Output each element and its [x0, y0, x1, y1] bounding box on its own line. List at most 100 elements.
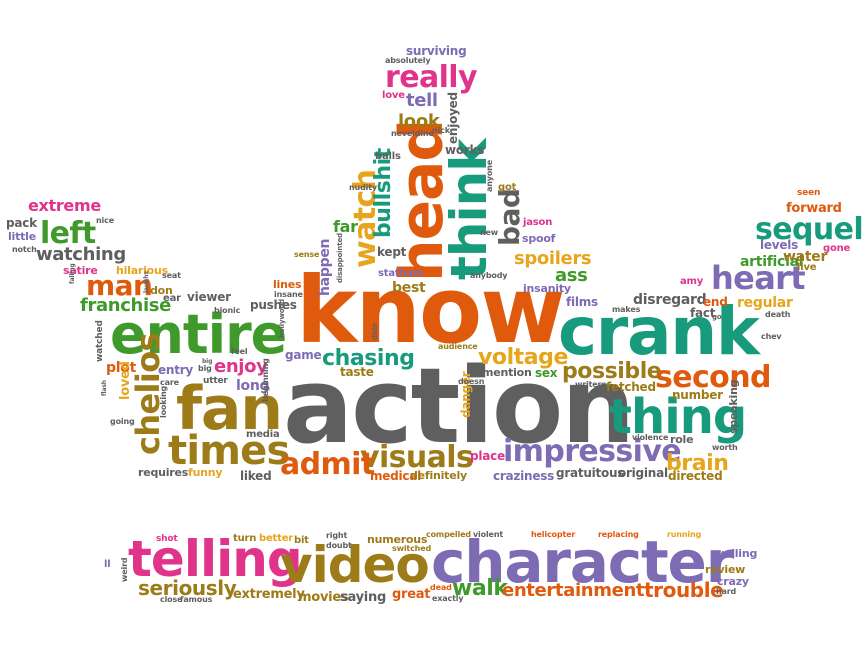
- word-right: right: [326, 531, 348, 540]
- word-anyone: anyone: [485, 160, 494, 192]
- word-doubt: doubt: [326, 541, 352, 550]
- word-crazy: crazy: [717, 575, 749, 588]
- word-utter: utter: [203, 376, 228, 386]
- word-works: works: [445, 143, 485, 157]
- word-definitely: definitely: [410, 469, 467, 482]
- word-exactly: exactly: [432, 594, 464, 603]
- word-disregard: disregard: [633, 292, 707, 308]
- word-mention: mention: [482, 366, 532, 379]
- word-best: best: [392, 280, 426, 296]
- word-close: close: [160, 595, 183, 604]
- word-audience: audience: [438, 342, 478, 351]
- word-plot: plot: [106, 360, 137, 376]
- word-fan: fan: [176, 374, 283, 444]
- word-watched: watched: [95, 320, 105, 362]
- word-enjoy: enjoy: [214, 356, 268, 377]
- word-kept: kept: [377, 245, 407, 259]
- word-compelled: compelled: [426, 530, 471, 539]
- word-disappointed: disappointed: [336, 233, 344, 283]
- word-laughs: laughs: [143, 271, 150, 293]
- word-look: look: [398, 111, 440, 132]
- word-films: films: [566, 295, 598, 309]
- word-writers: writers: [575, 380, 606, 389]
- word-yelling: yelling: [717, 547, 758, 560]
- word-thing: thing: [609, 389, 747, 445]
- word-running: running: [667, 530, 702, 539]
- word-death: death: [765, 310, 791, 319]
- word-heart: heart: [711, 259, 806, 297]
- word-bit: bit: [294, 535, 309, 546]
- word-man: man: [86, 269, 153, 302]
- word-seriously: seriously: [138, 576, 237, 600]
- word-place: place: [470, 449, 505, 463]
- word-new: new: [480, 228, 499, 237]
- word-care: care: [160, 378, 179, 387]
- word-statham: statham: [378, 268, 424, 279]
- word-crank: crank: [558, 293, 760, 370]
- word-worth: worth: [712, 443, 738, 452]
- word-video: video: [280, 536, 430, 594]
- word-insanity: insanity: [523, 282, 571, 295]
- word-possible: possible: [562, 359, 662, 384]
- word-numerous: numerous: [367, 533, 428, 546]
- word-liked: liked: [240, 469, 272, 483]
- word-notch: notch: [12, 245, 37, 254]
- word-extreme: extreme: [28, 196, 101, 215]
- word-amy: amy: [680, 276, 704, 287]
- word-enjoyed: enjoyed: [446, 92, 460, 144]
- word-beginning: beginning: [261, 358, 270, 402]
- word-sequel: sequel: [755, 212, 864, 247]
- word-doesn: doesn: [458, 377, 485, 386]
- word-replacing: replacing: [598, 530, 639, 539]
- word-character: character: [431, 528, 734, 596]
- word-long: long: [236, 378, 270, 394]
- word-saying: saying: [340, 590, 387, 605]
- word-ass: ass: [555, 265, 588, 286]
- word-water: water: [783, 249, 828, 265]
- word-franchise: franchise: [80, 295, 172, 316]
- word-visuals: visuals: [360, 440, 474, 475]
- word-nudity: nudity: [349, 183, 377, 192]
- word-hollywood: hollywood: [278, 299, 286, 338]
- word-voltage: voltage: [478, 345, 568, 370]
- word-going: going: [110, 417, 135, 426]
- word-telling: telling: [128, 530, 303, 588]
- word-better: better: [259, 533, 294, 544]
- word-ear: ear: [163, 293, 181, 304]
- word-medical: medical: [370, 469, 421, 483]
- word-lines: lines: [273, 278, 302, 291]
- word-end: end: [703, 295, 728, 309]
- word-second: second: [655, 360, 771, 395]
- word-big: big: [198, 364, 212, 373]
- word-left: left: [40, 216, 96, 251]
- word-pushes: pushes: [250, 298, 297, 312]
- word-know: know: [296, 257, 565, 364]
- word-famous: famous: [180, 595, 213, 604]
- word-absolutely: absolutely: [385, 56, 431, 65]
- word-extremely: extremely: [233, 587, 305, 602]
- word-spoilers: spoilers: [514, 248, 592, 269]
- word-role: role: [670, 433, 694, 446]
- word-hard: hard: [716, 587, 737, 596]
- word-little: little: [8, 230, 36, 243]
- word-watching: watching: [36, 244, 126, 265]
- word-ll: ll: [104, 559, 111, 570]
- word-craziness: craziness: [493, 469, 555, 483]
- word-impressive: impressive: [503, 434, 682, 469]
- word-don: don: [150, 284, 173, 297]
- word-funny: funny: [188, 466, 223, 479]
- word-entry: entry: [158, 363, 193, 377]
- word-forward: forward: [786, 201, 842, 216]
- word-tell: tell: [406, 90, 438, 111]
- word-seen: seen: [797, 188, 821, 198]
- word-makes: makes: [612, 305, 641, 314]
- word-gratuitous: gratuitous: [556, 466, 625, 480]
- word-didn: didn: [371, 323, 379, 340]
- word-speaking: speaking: [727, 379, 740, 434]
- word-sex: sex: [535, 366, 558, 380]
- word-levels: levels: [760, 238, 799, 252]
- word-surviving: surviving: [406, 44, 467, 58]
- word-anybody: anybody: [470, 271, 508, 280]
- word-go: go: [712, 313, 722, 321]
- word-neveldine: neveldine: [391, 129, 434, 138]
